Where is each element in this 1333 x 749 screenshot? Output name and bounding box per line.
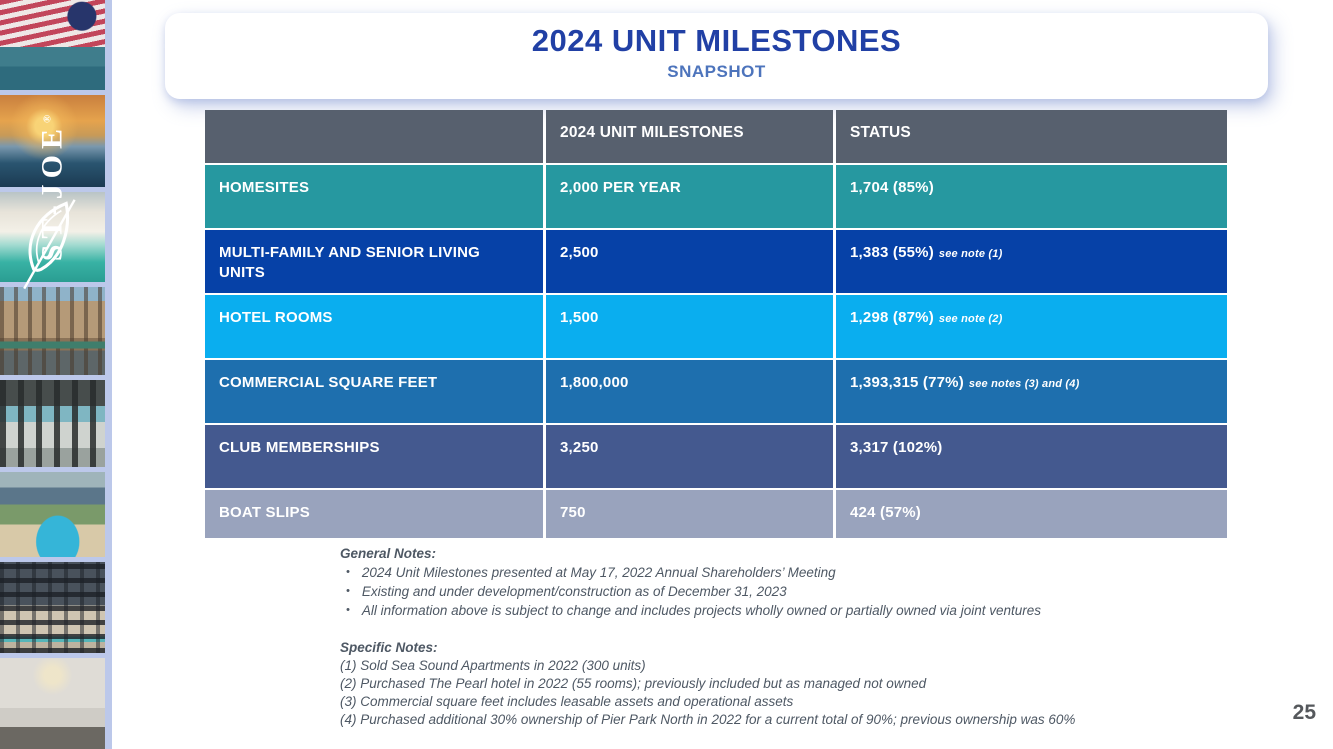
general-notes-heading: General Notes: (340, 546, 437, 561)
resort-pool-aerial-photo (0, 472, 105, 557)
row-milestone: 2,500 (546, 230, 833, 293)
general-note-item: All information above is subject to chan… (340, 601, 1240, 620)
status-value: 1,393,315 (77%) (850, 374, 964, 391)
specific-notes-heading: Specific Notes: (340, 640, 438, 655)
table-header-row: 2024 UNIT MILESTONES STATUS (205, 110, 1230, 163)
specific-note-item: (1) Sold Sea Sound Apartments in 2022 (3… (340, 658, 646, 673)
hotel-building-photo (0, 287, 105, 375)
sunset-harbor-photo (0, 95, 105, 187)
specific-note-item: (3) Commercial square feet includes leas… (340, 694, 794, 709)
balcony-lounge-photo (0, 562, 105, 653)
status-value: 3,317 (102%) (850, 439, 943, 456)
row-name: MULTI-FAMILY AND SENIOR LIVING UNITS (205, 230, 543, 293)
page-title: 2024 UNIT MILESTONES (531, 23, 902, 58)
row-status: 424 (57%) (836, 490, 1227, 538)
header-cell-milestones: 2024 UNIT MILESTONES (546, 110, 833, 163)
row-status: 3,317 (102%) (836, 425, 1227, 488)
row-milestone: 1,500 (546, 295, 833, 358)
row-name: HOTEL ROOMS (205, 295, 543, 358)
status-note: see note (2) (938, 313, 1003, 325)
row-name: HOMESITES (205, 165, 543, 228)
status-value: 1,298 (87%) (850, 309, 934, 326)
row-status: 1,704 (85%) (836, 165, 1227, 228)
status-note: see note (1) (938, 248, 1003, 260)
specific-note-item: (4) Purchased additional 30% ownership o… (340, 712, 1076, 727)
status-value: 1,383 (55%) (850, 244, 934, 261)
table-row-commercial: COMMERCIAL SQUARE FEET 1,800,000 1,393,3… (205, 360, 1230, 423)
milestones-table: 2024 UNIT MILESTONES STATUS HOMESITES 2,… (205, 110, 1230, 540)
status-value: 1,704 (85%) (850, 179, 934, 196)
table-row-multifamily: MULTI-FAMILY AND SENIOR LIVING UNITS 2,5… (205, 230, 1230, 293)
general-note-text: Existing and under development/construct… (361, 584, 787, 599)
row-name: COMMERCIAL SQUARE FEET (205, 360, 543, 423)
page-subtitle: SNAPSHOT (667, 62, 766, 81)
table-row-club-memberships: CLUB MEMBERSHIPS 3,250 3,317 (102%) (205, 425, 1230, 488)
table-row-hotel-rooms: HOTEL ROOMS 1,500 1,298 (87%) see note (2… (205, 295, 1230, 358)
beach-teal-water-photo (0, 192, 105, 282)
specific-notes-block: Specific Notes: (1) Sold Sea Sound Apart… (340, 640, 1240, 729)
specific-note-item: (2) Purchased The Pearl hotel in 2022 (5… (340, 676, 927, 691)
row-status: 1,383 (55%) see note (1) (836, 230, 1227, 293)
notes-section: General Notes: 2024 Unit Milestones pres… (340, 546, 1240, 729)
row-milestone: 750 (546, 490, 833, 538)
american-flag-resort-photo (0, 0, 105, 90)
general-note-text: 2024 Unit Milestones presented at May 17… (361, 565, 836, 580)
status-note: see notes (3) and (4) (968, 378, 1080, 390)
header-cell-status: STATUS (836, 110, 1227, 163)
general-note-text: All information above is subject to chan… (361, 603, 1041, 618)
row-status: 1,298 (87%) see note (2) (836, 295, 1227, 358)
table-row-homesites: HOMESITES 2,000 PER YEAR 1,704 (85%) (205, 165, 1230, 228)
beachfront-pergola-photo (0, 380, 105, 467)
title-card: 2024 UNIT MILESTONES SNAPSHOT (165, 13, 1268, 99)
general-note-item: 2024 Unit Milestones presented at May 17… (340, 563, 1240, 582)
row-milestone: 3,250 (546, 425, 833, 488)
table-row-boat-slips: BOAT SLIPS 750 424 (57%) (205, 490, 1230, 538)
row-status: 1,393,315 (77%) see notes (3) and (4) (836, 360, 1227, 423)
status-value: 424 (57%) (850, 504, 922, 521)
row-milestone: 1,800,000 (546, 360, 833, 423)
row-milestone: 2,000 PER YEAR (546, 165, 833, 228)
page-number: 25 (1292, 701, 1316, 724)
header-cell-blank (205, 110, 543, 163)
row-name: CLUB MEMBERSHIPS (205, 425, 543, 488)
row-name: BOAT SLIPS (205, 490, 543, 538)
general-note-item: Existing and under development/construct… (340, 582, 1240, 601)
living-room-interior-photo (0, 658, 105, 749)
photo-sidebar: ST-JOE® (0, 0, 112, 749)
